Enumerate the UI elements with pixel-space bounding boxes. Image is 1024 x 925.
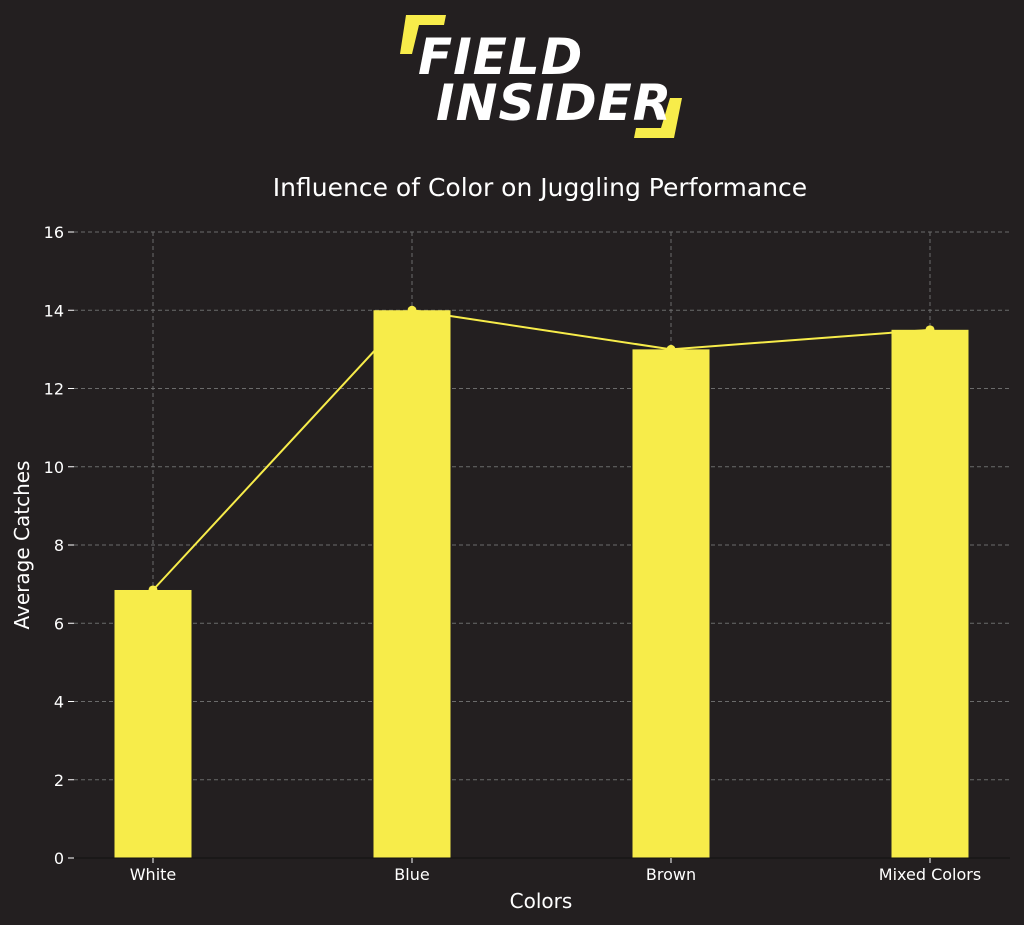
- x-tick-label: White: [130, 865, 177, 884]
- trend-point: [925, 325, 935, 335]
- y-tick-label: 4: [54, 693, 64, 712]
- field-insider-logo: FIELD INSIDER: [400, 15, 682, 138]
- y-axis-label: Average Catches: [10, 461, 34, 630]
- x-tick-label: Brown: [646, 865, 696, 884]
- bar-mixed-colors: [891, 329, 969, 858]
- axes: 0 2 4 6 8 10 12 14 16 White Blue Brown Mixed Colors: [44, 223, 1010, 884]
- x-tick-label: Blue: [394, 865, 429, 884]
- y-tick-label: 2: [54, 771, 64, 790]
- y-tick-label: 14: [44, 301, 64, 320]
- y-tick-label: 12: [44, 380, 64, 399]
- logo-bracket-top-left: [400, 15, 446, 54]
- logo-text-field: FIELD: [418, 28, 583, 86]
- bar-brown: [632, 349, 710, 858]
- y-tick-label: 16: [44, 223, 64, 242]
- trend-point: [407, 305, 417, 315]
- grid-lines: [74, 231, 1010, 858]
- logo-bracket-bottom-right: [634, 98, 682, 138]
- y-tick-label: 6: [54, 614, 64, 633]
- trend-line-path: [152, 309, 931, 591]
- y-tick-label: 8: [54, 536, 64, 555]
- trend-point: [148, 585, 158, 595]
- trend-point: [666, 344, 676, 354]
- chart-title: Influence of Color on Juggling Performan…: [273, 173, 807, 202]
- bars: [114, 310, 969, 858]
- bar-white: [114, 589, 192, 858]
- x-axis-label: Colors: [510, 889, 573, 913]
- bar-blue: [373, 310, 451, 858]
- trend-line: [148, 305, 935, 595]
- x-tick-label: Mixed Colors: [879, 865, 981, 884]
- y-tick-label: 0: [54, 849, 64, 868]
- logo-text-insider: INSIDER: [436, 74, 672, 132]
- y-tick-label: 10: [44, 458, 64, 477]
